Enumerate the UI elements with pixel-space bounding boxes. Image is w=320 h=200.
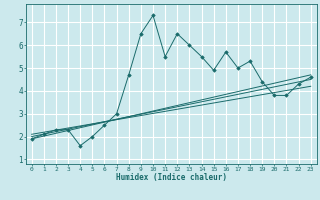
X-axis label: Humidex (Indice chaleur): Humidex (Indice chaleur)	[116, 173, 227, 182]
